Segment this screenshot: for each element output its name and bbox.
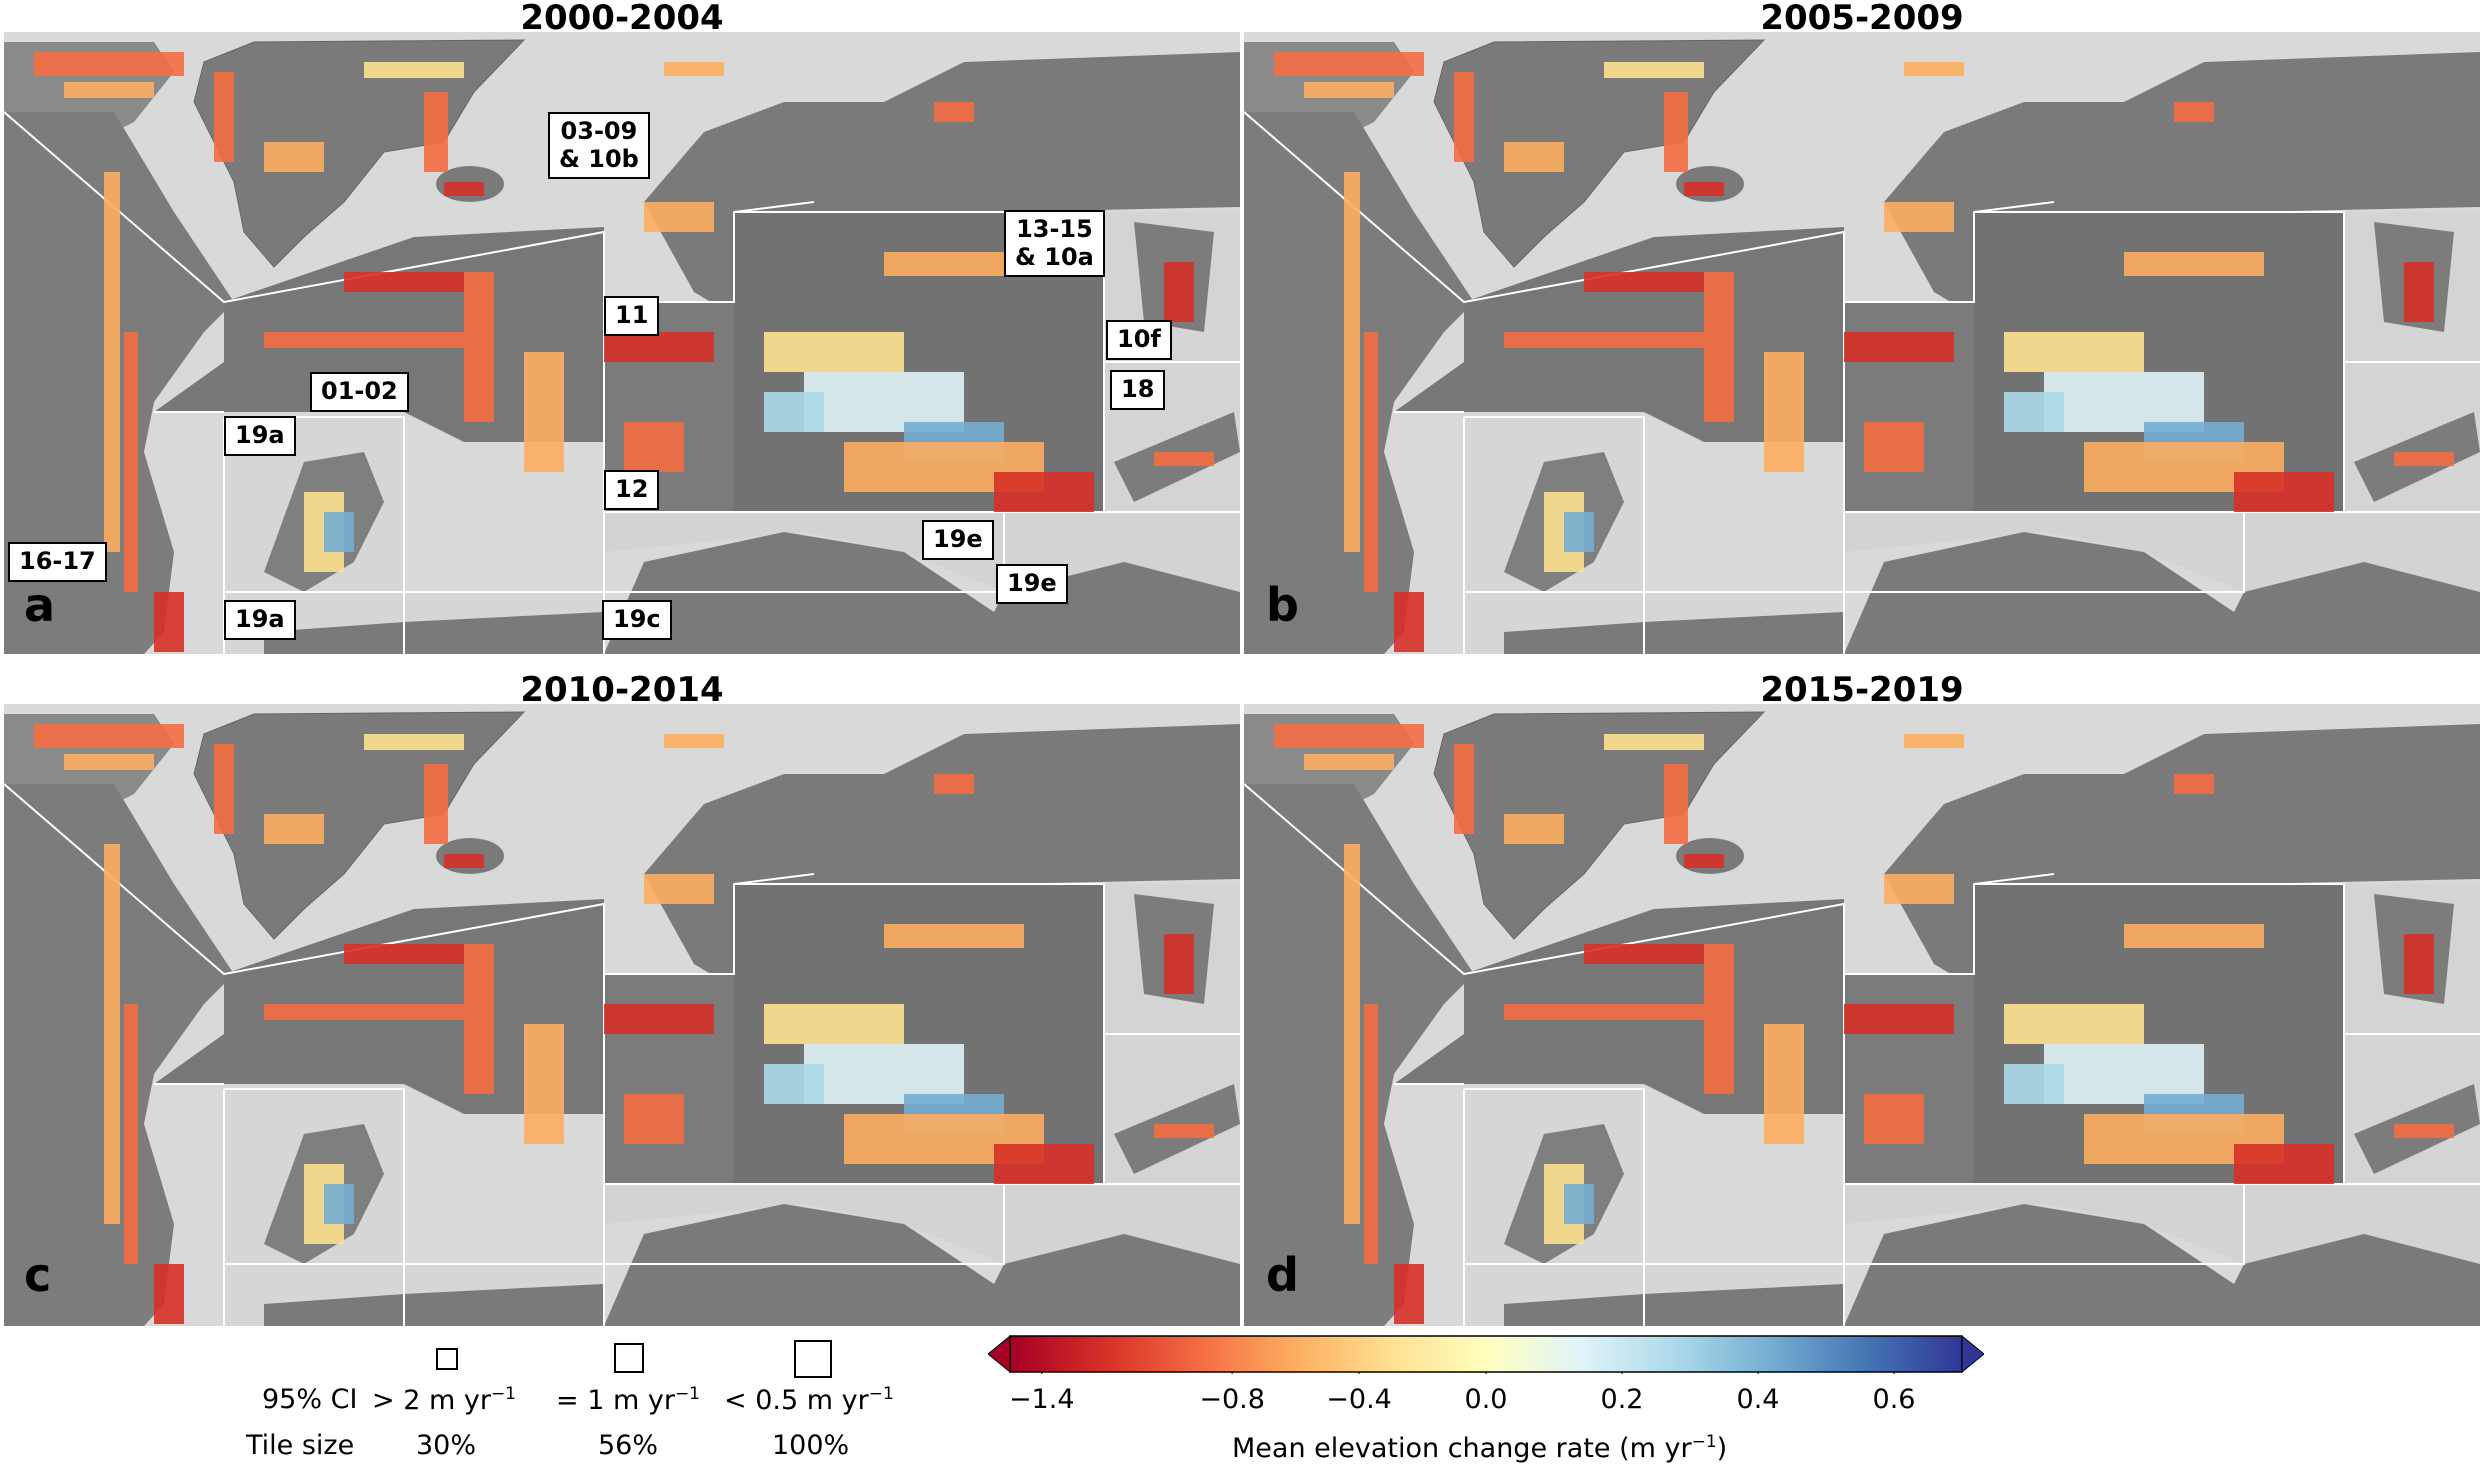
region-label-13-15-10a: 13-15 & 10a bbox=[1004, 210, 1105, 278]
map-panel-a bbox=[4, 32, 1240, 654]
colorbar-tick-label: 0.2 bbox=[1600, 1384, 1644, 1415]
ci-item-3: < 0.5 m yr−1 bbox=[724, 1384, 894, 1416]
panel-letter-b: b bbox=[1266, 578, 1299, 632]
region-label-19e-b: 19e bbox=[996, 564, 1068, 604]
tile-size-square-large bbox=[794, 1340, 832, 1378]
colorbar-tick-label: −0.4 bbox=[1326, 1384, 1392, 1415]
panel-letter-c: c bbox=[24, 1248, 52, 1302]
region-label-10a: & 10a bbox=[1015, 242, 1094, 271]
colorbar-extend-low bbox=[988, 1334, 1011, 1374]
colorbar-tick-label: −0.8 bbox=[1199, 1384, 1265, 1415]
colorbar-tick-label: 0.0 bbox=[1464, 1384, 1508, 1415]
region-label-10b: & 10b bbox=[559, 144, 639, 173]
region-label-03-09-10b: 03-09 & 10b bbox=[548, 112, 650, 180]
panel-title-b: 2005-2009 bbox=[1760, 0, 1964, 38]
panel-title-c: 2010-2014 bbox=[520, 670, 724, 710]
tile-size-pct-1: 30% bbox=[416, 1430, 477, 1461]
region-label-13-15: 13-15 bbox=[1016, 215, 1093, 243]
tile-size-label: Tile size bbox=[246, 1430, 355, 1461]
panel-letter-a: a bbox=[24, 578, 56, 632]
panel-title-d: 2015-2019 bbox=[1760, 670, 1964, 710]
region-label-03-09: 03-09 bbox=[560, 117, 638, 145]
panel-letter-d: d bbox=[1266, 1248, 1299, 1302]
tile-size-pct-3: 100% bbox=[772, 1430, 850, 1461]
region-label-19a-top: 19a bbox=[224, 416, 296, 456]
tile-size-square-medium bbox=[614, 1343, 644, 1373]
region-label-18: 18 bbox=[1110, 370, 1166, 410]
region-label-11: 11 bbox=[604, 296, 660, 336]
tile-size-square-small bbox=[436, 1348, 458, 1370]
region-label-19e-a: 19e bbox=[922, 520, 994, 560]
colorbar-label: Mean elevation change rate (m yr−1) bbox=[1232, 1432, 1728, 1464]
map-panel-b bbox=[1244, 32, 2480, 654]
colorbar-bar bbox=[1009, 1335, 1963, 1373]
region-label-12: 12 bbox=[604, 470, 660, 510]
region-label-10f: 10f bbox=[1106, 320, 1172, 360]
colorbar-tick-label: 0.4 bbox=[1736, 1384, 1780, 1415]
colorbar-tick-label: −1.4 bbox=[1008, 1384, 1075, 1415]
region-label-01-02: 01-02 bbox=[310, 372, 409, 412]
colorbar-tick-label: 0.6 bbox=[1872, 1384, 1916, 1415]
ci-item-2: = 1 m yr−1 bbox=[556, 1384, 700, 1416]
map-panel-c bbox=[4, 704, 1240, 1326]
colorbar bbox=[988, 1334, 1984, 1374]
region-label-16-17: 16-17 bbox=[8, 542, 107, 582]
ci-item-1: > 2 m yr−1 bbox=[372, 1384, 516, 1416]
colorbar-extend-high bbox=[1961, 1334, 1984, 1374]
ci-label: 95% CI bbox=[262, 1384, 358, 1415]
tile-size-pct-2: 56% bbox=[598, 1430, 659, 1461]
map-panel-d bbox=[1244, 704, 2480, 1326]
panel-title-a: 2000-2004 bbox=[520, 0, 724, 38]
region-label-19a-bottom: 19a bbox=[224, 600, 296, 640]
region-label-19c: 19c bbox=[602, 600, 672, 640]
